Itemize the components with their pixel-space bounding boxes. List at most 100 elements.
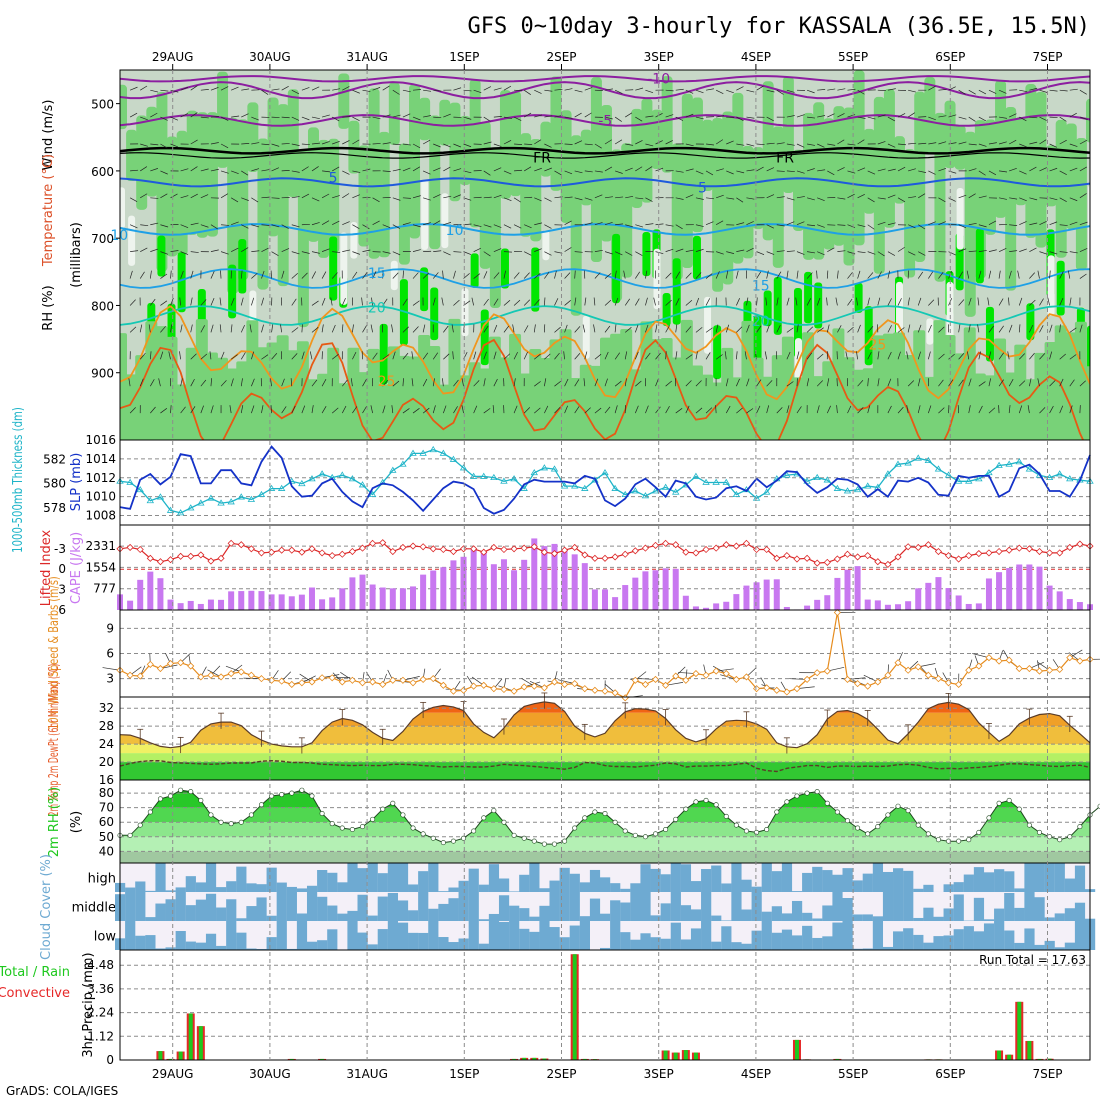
wind-barb — [1039, 139, 1047, 145]
contour-label: 15 — [752, 278, 770, 294]
wind-barb — [655, 378, 659, 387]
axis-tick-label: 70 — [99, 801, 114, 815]
label-precip-conv: Convective — [0, 986, 70, 1001]
wind-barb — [1059, 271, 1064, 279]
rh-point — [208, 812, 214, 818]
cloud-cell — [893, 892, 904, 921]
wind-barb — [461, 405, 464, 414]
wind-barb — [1069, 167, 1078, 172]
wind-barb — [968, 378, 972, 387]
thickness-point — [379, 478, 387, 485]
wind-barb — [807, 224, 816, 227]
precip-bar-rain — [1017, 1001, 1022, 1060]
label-wind10m: 10m Wind Speed & Barbs (m/s) — [46, 576, 62, 729]
wind-barb — [332, 166, 340, 172]
cloud-cell — [741, 909, 752, 921]
wind-barb — [160, 251, 169, 255]
wind-barb — [665, 325, 670, 333]
wind-barb — [574, 251, 583, 253]
wind-point — [1025, 664, 1033, 673]
wind-barb — [675, 351, 678, 360]
wind-barb — [402, 143, 411, 146]
li-point — [1025, 545, 1033, 553]
cloud-cell — [145, 917, 156, 921]
rh-moist-cell — [297, 149, 309, 328]
rh-dry-cell — [128, 215, 136, 266]
li-point — [480, 548, 488, 556]
wind-barb — [1059, 170, 1067, 176]
wind-barb — [796, 351, 800, 360]
cloud-cell — [953, 929, 964, 950]
cloud-cell — [701, 921, 712, 950]
wind-barb — [453, 87, 462, 91]
wind-barb — [756, 143, 765, 146]
wind-barb — [1029, 116, 1038, 119]
wind-barb — [807, 251, 816, 254]
wind-barb — [160, 224, 169, 228]
wind-barb — [615, 196, 624, 199]
cloud-cell — [751, 886, 762, 892]
wind-barb — [251, 142, 260, 145]
wind-barb — [877, 351, 880, 360]
wind-barb — [746, 324, 750, 333]
wind-barb — [483, 271, 488, 279]
wind-barb — [1029, 352, 1035, 360]
precip-bar-rain — [997, 1050, 1002, 1060]
wind-barb — [291, 224, 300, 228]
wind-barb — [715, 271, 720, 279]
li-point — [672, 541, 680, 549]
day-label-bottom: 30AUG — [249, 1067, 291, 1081]
rh-point — [349, 827, 355, 833]
wind-barb — [311, 222, 320, 226]
wind-barb — [1059, 89, 1068, 92]
cloud-cell — [569, 925, 580, 950]
wind-barb — [1029, 272, 1036, 279]
rh-moist-cell — [489, 147, 501, 309]
rh-lowlevel-cell — [448, 318, 461, 440]
wind-barb — [877, 251, 885, 257]
li-point — [823, 558, 831, 566]
rh-lowlevel-cell — [721, 347, 734, 440]
wind-barb — [897, 143, 907, 146]
wind-barb — [564, 220, 572, 226]
wind-barb — [564, 378, 569, 387]
wind-barb — [1079, 116, 1088, 120]
li-point — [358, 544, 367, 552]
wind-barb — [918, 224, 926, 230]
cloud-cell — [701, 892, 712, 921]
contour-label: 25 — [378, 374, 396, 390]
wind-barb — [190, 139, 198, 145]
wind-barb — [432, 297, 436, 306]
wind-barb — [190, 222, 199, 226]
cloud-cell — [448, 942, 459, 950]
rh-point — [905, 808, 911, 814]
wind-barb — [372, 87, 381, 91]
wind-barb — [311, 405, 314, 414]
wind-barb — [594, 143, 602, 149]
wind-barb — [301, 193, 310, 199]
thickness-point — [611, 484, 619, 491]
wind-barb — [261, 196, 270, 199]
wind-barb — [261, 169, 270, 172]
wind-barb — [402, 326, 409, 333]
wind-barb — [382, 405, 386, 414]
rh-lowlevel-cell — [498, 357, 511, 440]
axis-tick-label: 600 — [91, 165, 114, 179]
wind-barb — [170, 193, 178, 199]
wind-barb — [907, 297, 910, 306]
wind-point — [318, 674, 326, 682]
cloud-cell — [913, 934, 924, 950]
wind-barb — [168, 351, 171, 360]
wind-barb — [261, 224, 270, 226]
wind-barb — [1008, 297, 1010, 306]
thickness-point — [722, 478, 730, 485]
wind-barb — [382, 354, 390, 360]
cloud-cell — [943, 884, 954, 892]
wind-barb — [350, 378, 353, 387]
wind-barb — [1089, 89, 1090, 91]
wind-barb — [1019, 170, 1027, 175]
axis-tick-label: 578 — [43, 501, 66, 515]
wind-barb — [1029, 87, 1038, 91]
rh-point — [168, 793, 174, 799]
wind-barb — [190, 85, 198, 91]
